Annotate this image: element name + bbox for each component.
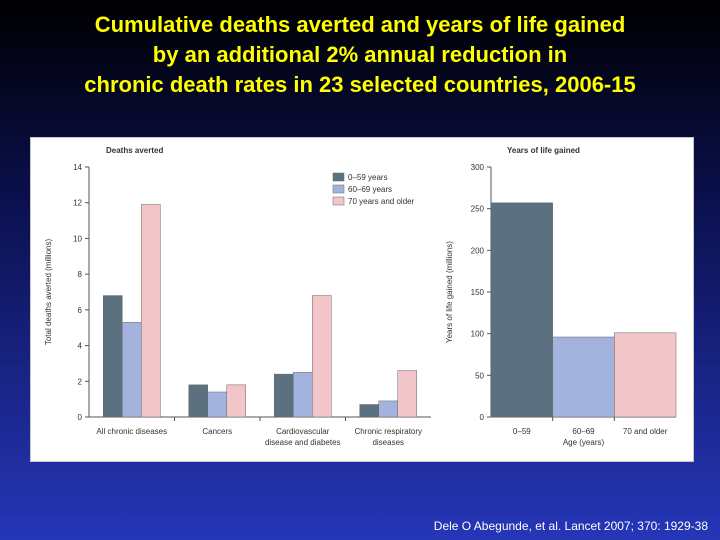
chart1-category-label: Chronic respiratory [354,427,422,436]
chart1-bar [103,295,123,418]
chart1-y-tick-label: 0 [78,413,83,422]
chart1-title: Deaths averted [106,146,163,155]
chart2-x-axis-label: Age (years) [563,438,605,447]
chart1-category-label: Cardiovascular [276,427,330,436]
chart2-y-tick-label: 50 [475,371,484,380]
chart1-legend-label: 70 years and older [348,197,415,206]
chart1-category-label: Cancers [202,427,232,436]
chart1-bar [274,373,294,418]
chart1-category-label: All chronic diseases [96,427,167,436]
chart2-title: Years of life gained [507,146,580,155]
chart1-legend-label: 0–59 years [348,173,388,182]
chart1-y-tick-label: 14 [73,163,82,172]
slide-title-line-3: chronic death rates in 23 selected count… [84,72,636,97]
chart1-legend-swatch [332,172,345,182]
chart1-y-tick-label: 4 [78,342,83,351]
citation: Dele O Abegunde, et al. Lancet 2007; 370… [433,519,708,533]
chart1-bar [378,400,398,418]
chart1-y-tick-label: 2 [78,377,83,386]
chart1-bar [293,372,313,418]
chart2-y-tick-label: 0 [480,413,485,422]
chart2-bar [614,332,677,418]
chart-panel: Deaths averted 0 2 4 6 8 10 12 14 Total deaths av… [30,137,694,462]
chart1-bar [312,295,332,418]
slide-title-line-1: Cumulative deaths averted and years of l… [94,12,626,37]
chart2-bar [552,336,615,418]
slide-title-line-2: by an additional 2% annual reduction in [152,42,568,67]
chart2-y-tick-label: 100 [471,330,485,339]
chart1-bar [397,370,417,418]
chart1-legend-swatch [332,184,345,194]
chart1-bar [207,391,227,418]
chart1-legend-swatch [332,196,345,206]
chart2-bar [490,202,553,418]
chart2-category-label: 0–59 [513,427,531,436]
chart1-bar [122,322,142,418]
chart1-category-label: disease and diabetes [265,438,341,447]
chart2-y-tick-label: 250 [471,205,485,214]
chart1-y-tick-label: 12 [73,199,82,208]
chart2-category-label: 70 and older [623,427,668,436]
chart1-category-label: diseases [372,438,404,447]
chart1-y-tick-label: 10 [73,234,82,243]
chart2-y-tick-label: 300 [471,163,485,172]
chart2-y-tick-label: 200 [471,246,485,255]
chart2-category-label: 60–69 [572,427,595,436]
chart1-y-tick-label: 6 [78,306,83,315]
chart2-y-tick-label: 150 [471,288,485,297]
chart1-bar [359,404,379,418]
slide-title: Cumulative deaths averted and years of l… [0,10,720,100]
charts-svg: Deaths averted 0 2 4 6 8 10 12 14 Total deaths av… [44,146,677,447]
chart1-bar [226,384,246,418]
chart1-legend-label: 60–69 years [348,185,392,194]
chart1-y-tick-label: 8 [78,270,83,279]
chart1-bar [188,384,208,418]
chart2-y-axis-label: Years of life gained (millions) [445,241,454,343]
chart1-bar [141,204,161,418]
chart1-y-axis-label: Total deaths averted (millions) [44,239,53,346]
